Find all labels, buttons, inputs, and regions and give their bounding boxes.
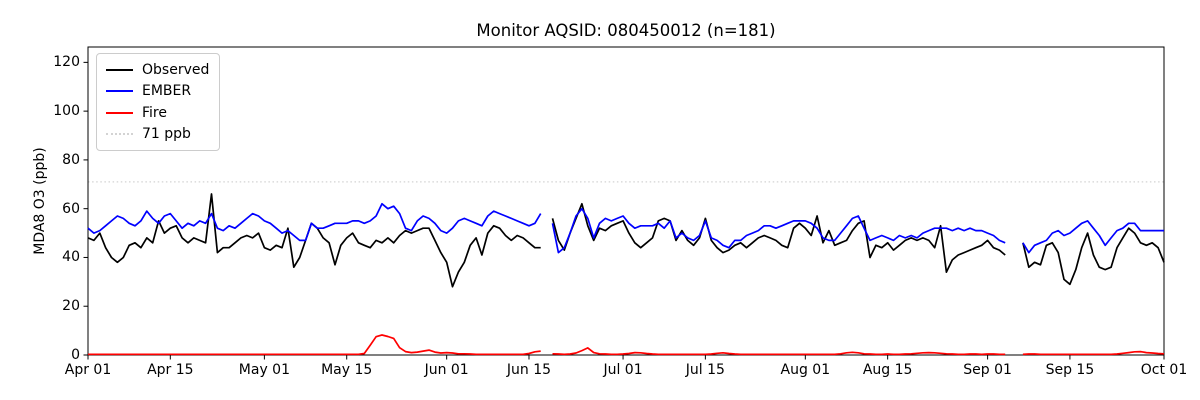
y-tick-label: 60	[62, 200, 80, 217]
x-tick-label: Oct 01	[1140, 362, 1188, 378]
legend-item-label: Observed	[142, 61, 210, 78]
legend-line-sample	[106, 133, 133, 136]
legend-line-sample	[106, 68, 133, 71]
x-tick-label: Aug 15	[862, 362, 913, 378]
legend-item-label: 71 ppb	[142, 126, 191, 143]
legend: Observed EMBER Fire 71 ppb	[96, 53, 221, 151]
x-tick-label: Sep 15	[1045, 362, 1095, 378]
x-tick-label: May 01	[238, 362, 290, 378]
y-tick-label: 40	[62, 249, 80, 266]
y-tick-label: 120	[53, 54, 80, 71]
x-tick-label: Jun 01	[424, 362, 469, 378]
legend-item: 71 ppb	[106, 124, 209, 146]
x-tick-label: Jul 15	[685, 362, 725, 378]
fire-line	[88, 334, 1165, 356]
y-tick-label: 20	[62, 298, 80, 315]
legend-item-label: Fire	[142, 104, 167, 121]
x-tick-label: Sep 01	[963, 362, 1012, 378]
x-tick-label: Apr 15	[147, 362, 194, 378]
y-tick-label: 0	[71, 347, 80, 363]
legend-item-label: EMBER	[142, 83, 192, 100]
legend-item: EMBER	[106, 81, 209, 103]
y-tick-label: 100	[53, 103, 80, 120]
x-tick-label: May 15	[321, 362, 373, 378]
axis-frame	[87, 46, 1165, 356]
x-tick-label: Jun 15	[506, 362, 552, 378]
x-tick-label: Aug 01	[780, 362, 831, 378]
ember-line	[87, 202, 1164, 254]
chart-title: Monitor AQSID: 080450012 (n=181)	[476, 21, 776, 40]
x-tick-label: Jul 01	[603, 362, 643, 378]
legend-item: Observed	[106, 59, 209, 81]
legend-item: Fire	[106, 102, 209, 124]
y-tick-label: 80	[62, 151, 80, 168]
legend-line-sample	[106, 90, 133, 93]
legend-line-sample	[106, 111, 133, 114]
x-tick-label: Apr 01	[64, 362, 112, 378]
observed-line	[87, 193, 1165, 288]
